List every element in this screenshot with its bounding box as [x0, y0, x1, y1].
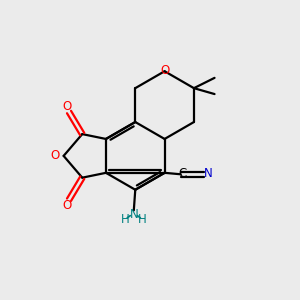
- Text: O: O: [51, 149, 60, 162]
- Text: O: O: [62, 199, 71, 212]
- Text: N: N: [129, 208, 138, 221]
- Text: O: O: [160, 64, 170, 77]
- Text: N: N: [203, 167, 212, 180]
- Text: C: C: [178, 167, 186, 180]
- Text: H: H: [121, 213, 129, 226]
- Text: O: O: [62, 100, 71, 113]
- Text: H: H: [138, 213, 147, 226]
